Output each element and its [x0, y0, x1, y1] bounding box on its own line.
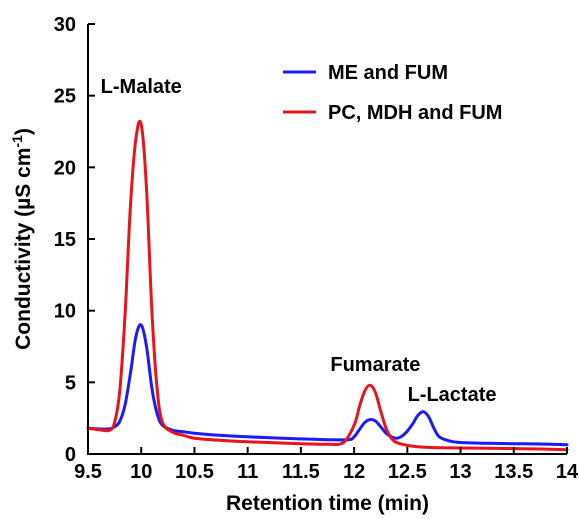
x-tick-label: 14 — [556, 461, 579, 483]
y-tick-label: 20 — [54, 157, 76, 179]
peak-annotations: L-Malate Fumarate L-Lactate — [101, 76, 497, 406]
x-tick-label: 10 — [130, 461, 152, 483]
x-tick-label: 11 — [237, 461, 258, 483]
series-layer — [86, 119, 569, 452]
legend-label: PC, MDH and FUM — [328, 102, 502, 124]
x-tick-label: 10.5 — [175, 461, 214, 483]
x-tick-label: 13.5 — [494, 461, 533, 483]
x-tick-label: 13 — [449, 461, 471, 483]
x-axis-title: Retention time (min) — [226, 492, 429, 515]
y-tick-label: 30 — [54, 14, 76, 36]
series-line-pc-mdh-and-fum — [86, 119, 569, 452]
y-axis-title-superscript: -1 — [9, 135, 25, 148]
series-line-me-and-fum — [86, 323, 569, 447]
y-tick-label: 10 — [54, 301, 76, 323]
y-tick-label: 15 — [54, 229, 76, 251]
y-tick-label: 25 — [54, 86, 76, 108]
y-tick-label: 5 — [65, 372, 76, 394]
x-axis-ticks: 9.5 10 10.5 11 11.5 12 12.5 13 13.5 14 — [74, 447, 579, 483]
x-tick-label: 12 — [343, 461, 365, 483]
peak-label: L-Malate — [101, 76, 182, 98]
x-tick-label: 12.5 — [388, 461, 427, 483]
y-tick-label: 0 — [65, 444, 76, 466]
peak-label: L-Lactate — [408, 384, 497, 406]
legend: ME and FUM PC, MDH and FUM — [283, 62, 502, 124]
y-axis-title-end: ) — [12, 128, 35, 135]
x-tick-label: 9.5 — [74, 461, 102, 483]
peak-label: Fumarate — [330, 354, 420, 376]
y-axis-ticks: 0 5 10 15 20 25 30 — [54, 14, 95, 466]
y-axis-title: Conductivity (µS cm-1) — [9, 128, 35, 350]
y-axis-title-main: Conductivity (µS cm — [12, 148, 35, 350]
x-tick-label: 11.5 — [282, 461, 320, 483]
legend-label: ME and FUM — [328, 62, 448, 84]
